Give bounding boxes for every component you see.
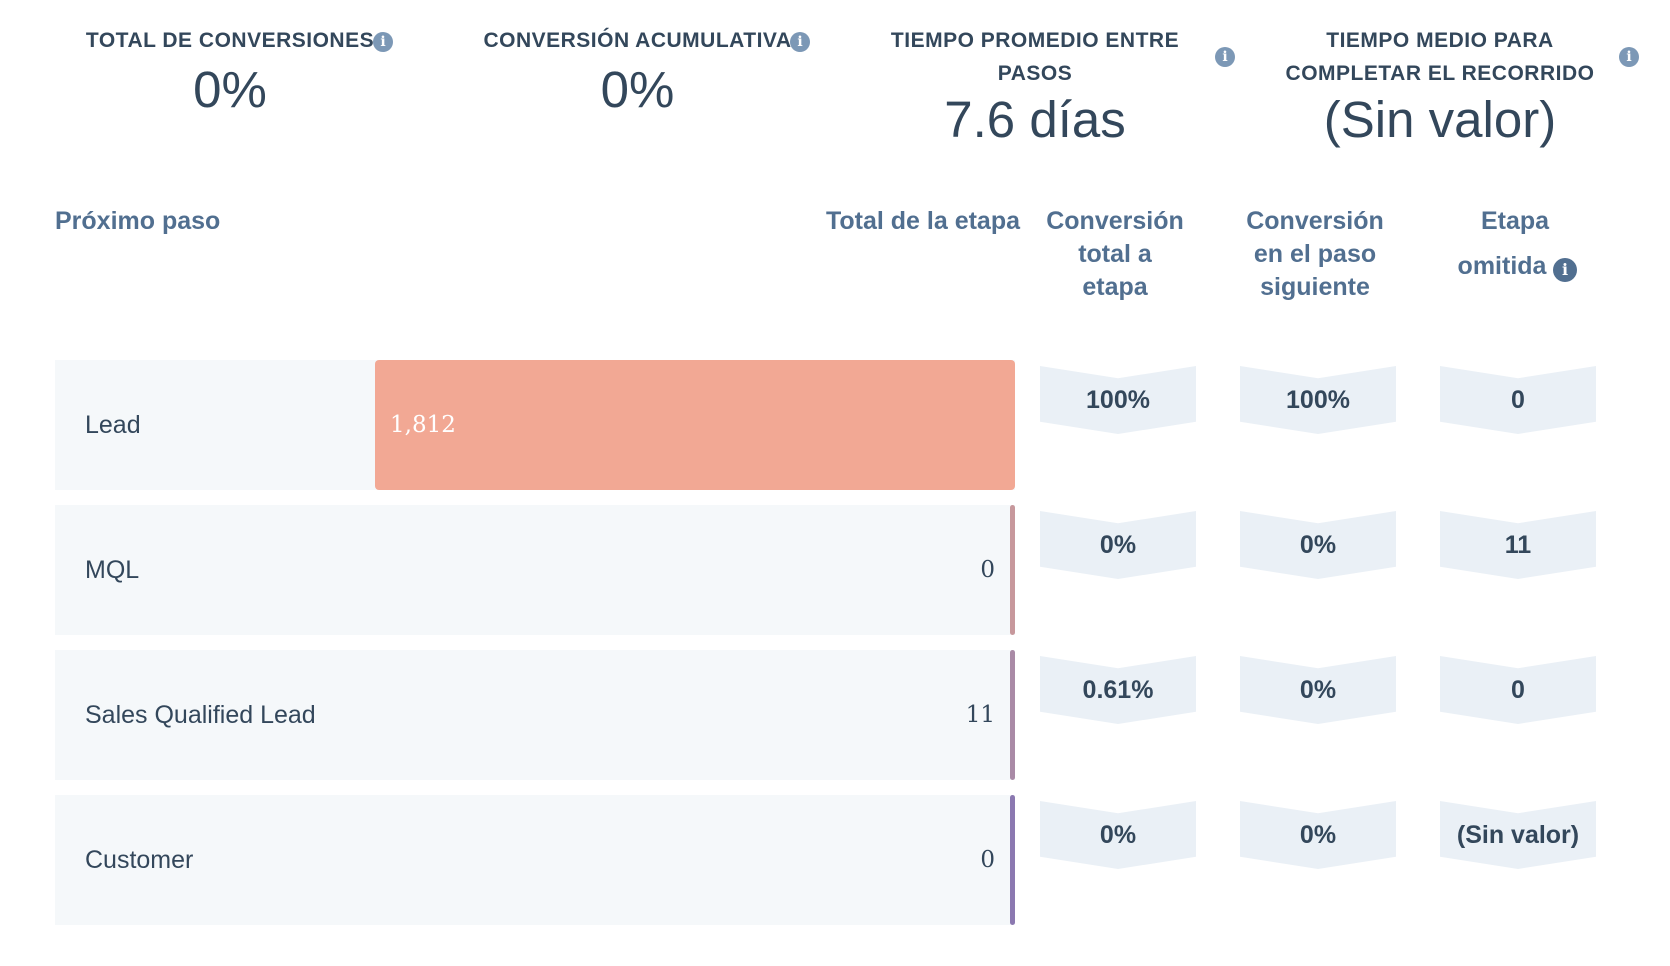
kpi-value: 7.6 días xyxy=(944,91,1126,148)
kpi-cumulative-conversion: CONVERSIÓN ACUMULATIVA 0% xyxy=(450,24,825,120)
column-header-skipped-stage[interactable]: Etapa omitida xyxy=(1430,205,1600,283)
stage-name: MQL xyxy=(85,556,140,584)
stage-label-cell: Sales Qualified Lead xyxy=(55,650,375,780)
info-icon[interactable]: i xyxy=(790,32,810,52)
stage-total-value: 11 xyxy=(965,702,995,728)
stage-label-cell: Lead xyxy=(55,360,375,490)
total-conversion-chevron: 0.61% xyxy=(1040,656,1196,724)
next-step-conversion-chevron: 0% xyxy=(1240,511,1396,579)
stage-bar[interactable] xyxy=(1010,650,1015,780)
next-step-conversion-chevron: 100% xyxy=(1240,366,1396,434)
kpi-label: TIEMPO PROMEDIO ENTRE xyxy=(890,29,1180,52)
info-icon[interactable]: i xyxy=(1619,47,1639,67)
kpi-value: (Sin valor) xyxy=(1323,91,1557,148)
header-line: Conversión xyxy=(1246,207,1384,235)
header-line: siguiente xyxy=(1260,273,1370,301)
total-conversion-chevron: 0% xyxy=(1040,801,1196,869)
column-header-stage-total[interactable]: Total de la etapa xyxy=(825,207,1020,235)
kpi-label: TOTAL DE CONVERSIONES xyxy=(85,29,375,52)
skipped-stage-chevron: 11 xyxy=(1440,511,1596,579)
kpi-value: 0% xyxy=(600,61,675,118)
stage-bar-track[interactable]: 11 xyxy=(375,650,1015,780)
stage-bar[interactable] xyxy=(1010,795,1015,925)
stage-label-cell: Customer xyxy=(55,795,375,925)
stage-bar-track[interactable]: 0 xyxy=(375,505,1015,635)
info-icon[interactable]: i xyxy=(373,32,393,52)
kpi-label: TIEMPO MEDIO PARA xyxy=(1326,29,1554,52)
stage-bar[interactable] xyxy=(1010,505,1015,635)
next-step-conversion-chevron: 0% xyxy=(1240,801,1396,869)
stage-bar-track[interactable]: 0 xyxy=(375,795,1015,925)
kpi-label: CONVERSIÓN ACUMULATIVA xyxy=(483,29,792,52)
total-conversion-chevron: 0% xyxy=(1040,511,1196,579)
column-header-total-conversion[interactable]: Conversión total a etapa xyxy=(1030,205,1200,304)
skipped-stage-chevron: 0 xyxy=(1440,656,1596,724)
total-conversion-chevron: 100% xyxy=(1040,366,1196,434)
header-line: omitida xyxy=(1430,250,1600,283)
stage-name: Lead xyxy=(85,411,141,439)
stage-name: Customer xyxy=(85,846,194,874)
stage-total-value: 0 xyxy=(980,557,995,583)
header-line: Etapa xyxy=(1480,207,1550,235)
header-line-text: omitida xyxy=(1457,252,1547,280)
kpi-value: 0% xyxy=(193,61,267,118)
stage-bar[interactable] xyxy=(375,360,1015,490)
skipped-stage-chevron: (Sin valor) xyxy=(1440,801,1596,869)
header-line: total a xyxy=(1078,240,1152,268)
kpi-average-time-between-steps: TIEMPO PROMEDIO ENTRE PASOS 7.6 días xyxy=(855,24,1215,150)
column-header-next-step[interactable]: Próximo paso xyxy=(55,207,221,235)
stage-name: Sales Qualified Lead xyxy=(85,701,316,729)
stage-total-value: 0 xyxy=(980,847,995,873)
header-line: Conversión xyxy=(1046,207,1184,235)
skipped-stage-chevron: 0 xyxy=(1440,366,1596,434)
header-line: etapa xyxy=(1082,273,1148,301)
kpi-label: PASOS xyxy=(997,62,1073,85)
column-header-next-step-conversion[interactable]: Conversión en el paso siguiente xyxy=(1230,205,1400,304)
info-icon[interactable]: i xyxy=(1553,258,1577,282)
header-line: en el paso xyxy=(1253,240,1377,268)
stage-label-cell: MQL xyxy=(55,505,375,635)
next-step-conversion-chevron: 0% xyxy=(1240,656,1396,724)
kpi-median-time-to-complete: TIEMPO MEDIO PARA COMPLETAR EL RECORRIDO… xyxy=(1255,24,1625,150)
info-icon[interactable]: i xyxy=(1215,47,1235,67)
stage-total-value: 1,812 xyxy=(390,412,456,438)
stage-bar-track[interactable]: 1,812 xyxy=(375,360,1015,490)
kpi-total-conversions: TOTAL DE CONVERSIONES 0% xyxy=(50,24,410,120)
kpi-label: COMPLETAR EL RECORRIDO xyxy=(1285,62,1595,85)
